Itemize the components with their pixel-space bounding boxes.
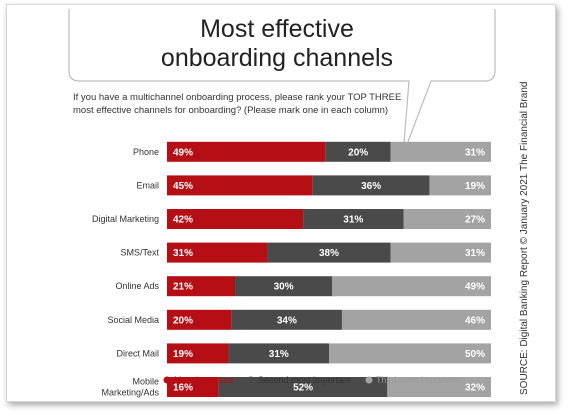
bar-segment xyxy=(329,343,491,364)
category-label: Direct Mail xyxy=(116,348,159,358)
chart-card: Most effective onboarding channels If yo… xyxy=(6,4,556,402)
category-label: Mobile Marketing/Ads xyxy=(101,377,159,398)
data-label: 31% xyxy=(465,248,485,259)
data-label: 21% xyxy=(173,282,193,293)
legend-label: Third most important xyxy=(376,375,459,385)
legend-marker xyxy=(247,376,255,384)
data-label: 46% xyxy=(465,315,485,326)
bar-segment xyxy=(167,175,313,196)
data-label: 20% xyxy=(173,315,193,326)
data-label: 19% xyxy=(465,181,485,192)
bar-segment xyxy=(267,242,391,263)
chart-title: Most effective onboarding channels xyxy=(157,15,397,73)
bar-segment xyxy=(325,141,391,162)
bar-segment xyxy=(332,276,491,297)
data-label: 27% xyxy=(465,215,485,226)
survey-question: If you have a multichannel onboarding pr… xyxy=(73,92,402,116)
bar-segment xyxy=(231,309,342,330)
bar-segment xyxy=(403,209,491,229)
bar-segment xyxy=(167,377,219,397)
bar-segment xyxy=(303,209,404,229)
data-label: 45% xyxy=(173,181,193,192)
category-label: SMS/Text xyxy=(120,248,159,258)
data-label: 31% xyxy=(343,215,363,226)
category-label: Social Media xyxy=(107,315,159,325)
category-label: Email xyxy=(136,180,159,190)
legend-label: Most important xyxy=(174,375,234,385)
bar-segment xyxy=(167,309,232,330)
bar-segment xyxy=(390,242,491,263)
category-label: Digital Marketing xyxy=(92,214,159,224)
data-label: 31% xyxy=(173,248,193,259)
category-label: Online Ads xyxy=(115,281,159,291)
bar-segment xyxy=(167,276,236,297)
data-label: 42% xyxy=(173,215,193,226)
legend-marker xyxy=(365,376,373,384)
bar-segment xyxy=(228,343,329,364)
data-label: 32% xyxy=(465,383,485,394)
bar-segment xyxy=(167,242,268,263)
bar-segment xyxy=(390,141,491,162)
data-label: 19% xyxy=(173,349,193,360)
bar-segment xyxy=(167,141,326,162)
bar-segment xyxy=(312,175,430,196)
data-label: 36% xyxy=(361,181,381,192)
bar-segment xyxy=(235,276,333,297)
bar-segment xyxy=(167,343,229,364)
data-label: 31% xyxy=(465,147,485,158)
legend-label: Second most important xyxy=(258,375,351,385)
legend-marker xyxy=(163,376,171,384)
data-label: 49% xyxy=(173,147,193,158)
data-label: 20% xyxy=(348,147,368,158)
data-label: 52% xyxy=(293,383,313,394)
data-label: 50% xyxy=(465,349,485,360)
data-label: 30% xyxy=(274,282,294,293)
data-label: 16% xyxy=(173,383,193,394)
title-line-2: onboarding channels xyxy=(160,44,394,72)
category-label: Phone xyxy=(133,147,159,157)
title-line-1: Most effective xyxy=(200,15,354,43)
stacked-bar-chart: Phone 49% 20% 31% Email 45% 36% 19% Digital Mark… xyxy=(92,141,491,398)
bar-segment xyxy=(387,377,491,397)
data-label: 49% xyxy=(465,282,485,293)
bar-segment xyxy=(167,209,304,229)
data-label: 31% xyxy=(269,349,289,360)
bar-segment xyxy=(429,175,491,196)
data-label: 34% xyxy=(277,315,297,326)
bar-segment xyxy=(218,377,388,397)
bar-segment xyxy=(341,309,491,330)
data-label: 38% xyxy=(319,248,339,259)
